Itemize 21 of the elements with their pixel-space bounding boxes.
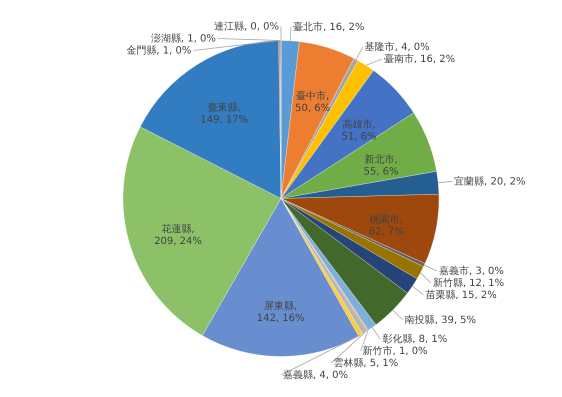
slice-label: 新北市, 55, 6% (364, 153, 399, 178)
slice-label: 宜蘭縣, 20, 2% (454, 175, 526, 188)
slice-label: 金門縣, 1, 0% (126, 44, 192, 56)
slice-label: 雲林縣, 5, 1% (333, 356, 398, 369)
slice-label: 基隆市, 4, 0% (364, 41, 430, 54)
slice-label: 新竹縣, 12, 1% (432, 276, 504, 289)
slice-label: 嘉義縣, 4, 0% (283, 368, 348, 381)
slice-label: 新竹市, 1, 0% (362, 344, 428, 357)
slice-label: 花蓮縣, 209, 24% (154, 223, 202, 248)
slice-label: 苗栗縣, 15, 2% (425, 288, 497, 301)
slice-label: 嘉義市, 3, 0% (438, 264, 504, 277)
slice-label: 屏東縣, 142, 16% (256, 300, 304, 324)
slice-label: 臺北市, 16, 2% (293, 20, 364, 33)
slice-label: 臺南市, 16, 2% (384, 53, 456, 66)
slice-label: 桃園市, 62, 7% (368, 214, 404, 238)
slice-label: 南投縣, 39, 5% (404, 314, 476, 326)
slice-label: 澎湖縣, 1, 0% (150, 32, 216, 44)
category-label: 連江縣, 0, 0% (214, 22, 279, 32)
slice-label: 彰化縣, 8, 1% (382, 332, 448, 345)
slice-label: 臺東縣, 149, 17% (200, 101, 248, 126)
slice-label: 高雄市, 51, 6% (341, 118, 376, 143)
